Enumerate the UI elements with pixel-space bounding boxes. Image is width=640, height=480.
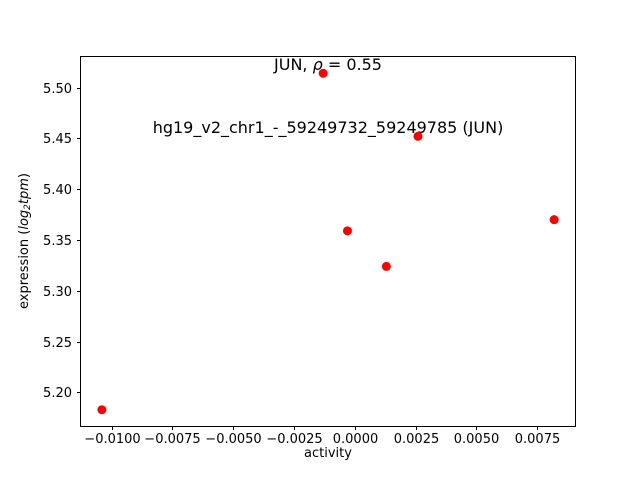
y-axis-label-prefix: expression (	[17, 229, 32, 309]
y-tick-label: 5.50	[43, 82, 72, 97]
x-tick-label: −0.0050	[205, 432, 261, 447]
data-point	[97, 405, 107, 415]
chart-title-line-1: JUN, ρ = 0.55	[80, 54, 576, 75]
x-tick-label: 0.0025	[394, 432, 440, 447]
y-tick-label: 5.45	[43, 132, 72, 147]
title-rho-value: = 0.55	[322, 55, 382, 74]
y-axis-label: expression (log2tpm)	[17, 173, 33, 309]
rho-symbol: ρ	[312, 55, 323, 74]
x-tick-label: −0.0075	[144, 432, 200, 447]
chart-title: JUN, ρ = 0.55 hg19_v2_chr1_-_59249732_59…	[80, 12, 576, 180]
title-gene: JUN,	[274, 55, 313, 74]
y-axis-label-log: log	[17, 209, 32, 230]
x-tick-label: 0.0000	[333, 432, 379, 447]
x-tick-label: −0.0025	[266, 432, 322, 447]
y-tick-label: 5.20	[43, 386, 72, 401]
y-tick-label: 5.30	[43, 285, 72, 300]
data-point	[549, 215, 559, 225]
x-tick-label: 0.0050	[454, 432, 500, 447]
data-point	[342, 226, 352, 236]
y-axis-label-log-sub: 2	[23, 204, 33, 210]
chart-title-line-2: hg19_v2_chr1_-_59249732_59249785 (JUN)	[152, 118, 504, 137]
data-point	[413, 131, 423, 141]
axes-frame	[80, 56, 576, 427]
x-tick-label: 0.0075	[515, 432, 561, 447]
y-tick-label: 5.40	[43, 183, 72, 198]
data-point	[318, 68, 328, 78]
y-axis-label-tpm: tpm	[17, 178, 32, 205]
x-axis-label: activity	[304, 446, 352, 461]
y-axis-label-suffix: )	[17, 173, 32, 179]
y-tick-label: 5.35	[43, 234, 72, 249]
data-point	[381, 261, 391, 271]
y-tick-label: 5.25	[43, 336, 72, 351]
x-tick-label: −0.0100	[84, 432, 140, 447]
